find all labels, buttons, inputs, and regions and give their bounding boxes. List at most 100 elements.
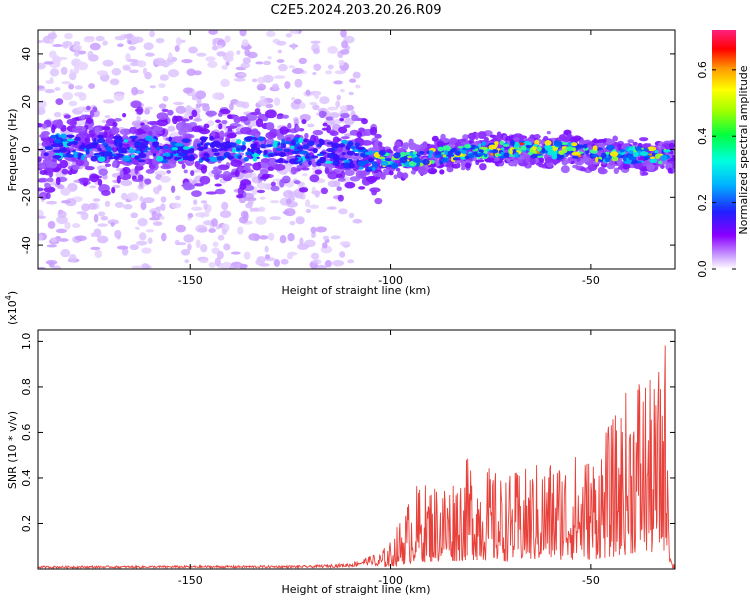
heatmap-cell: [101, 126, 111, 131]
heatmap-cell: [112, 121, 118, 128]
heatmap-cell: [402, 172, 409, 179]
heatmap-cell: [212, 241, 219, 247]
heatmap-cell: [200, 212, 205, 219]
heatmap-cell: [282, 190, 295, 199]
heatmap-cell: [160, 196, 167, 203]
heatmap-cell: [267, 232, 275, 241]
heatmap-cell: [288, 191, 293, 195]
heatmap-cell: [265, 30, 276, 38]
heatmap-cell: [325, 70, 333, 75]
heatmap-cell: [509, 139, 515, 147]
heatmap-cell: [224, 35, 231, 43]
heatmap-cell: [291, 67, 304, 75]
heatmap-cell: [114, 229, 122, 239]
heatmap-cell: [118, 147, 122, 154]
heatmap-cell: [147, 130, 153, 136]
heatmap-cell: [446, 154, 455, 157]
heatmap-cell: [73, 91, 86, 97]
heatmap-cell: [245, 151, 253, 156]
snr-panel: -150 -100 -50 0.2 0.4 0.6 0.8 1.0 Height of str…: [4, 291, 676, 596]
heatmap-cell: [339, 241, 351, 246]
heatmap-cell: [577, 144, 584, 149]
heatmap-cell: [252, 78, 258, 83]
heatmap-cell: [120, 192, 128, 201]
heatmap-cell: [279, 126, 289, 135]
heatmap-cell: [369, 126, 378, 136]
heatmap-cell: [525, 144, 531, 149]
heatmap-cell: [364, 151, 371, 155]
heatmap-cell: [305, 208, 312, 214]
heatmap-cell: [319, 157, 327, 164]
heatmap-cell: [225, 61, 230, 66]
heatmap-cell: [337, 194, 344, 202]
heatmap-cell: [430, 170, 436, 175]
heatmap-cell: [208, 228, 216, 233]
heatmap-cell: [220, 78, 230, 88]
heatmap-cell: [235, 147, 242, 151]
heatmap-cell: [387, 164, 392, 168]
heatmap-cell: [94, 127, 101, 135]
heatmap-cell: [263, 149, 268, 156]
heatmap-cell: [349, 78, 357, 83]
x-tick-label: -50: [582, 574, 600, 587]
heatmap-cell: [340, 136, 350, 140]
heatmap-cell: [203, 211, 210, 218]
heatmap-cell: [46, 177, 54, 183]
heatmap-cell: [525, 155, 531, 164]
heatmap-cell: [195, 239, 201, 249]
heatmap-cell: [411, 170, 416, 175]
heatmap-cell: [190, 170, 195, 176]
heatmap-cell: [184, 183, 196, 191]
heatmap-cell: [50, 134, 57, 139]
heatmap-cell: [120, 147, 128, 154]
heatmap-cell: [113, 117, 122, 122]
heatmap-cell: [291, 42, 296, 50]
heatmap-cell: [43, 186, 56, 193]
heatmap-cell: [68, 253, 77, 263]
heatmap-cell: [66, 142, 72, 147]
heatmap-cell: [273, 97, 281, 106]
heatmap-cell: [54, 138, 61, 144]
heatmap-cell: [227, 155, 234, 160]
heatmap-cell: [241, 39, 249, 47]
heatmap-cell: [278, 63, 288, 72]
heatmap-cell: [174, 45, 180, 52]
heatmap-cell: [230, 251, 241, 255]
heatmap-cell: [205, 56, 216, 62]
heatmap-cell: [532, 144, 539, 147]
heatmap-cell: [308, 160, 312, 166]
heatmap-cell: [72, 151, 80, 158]
heatmap-cell: [352, 71, 361, 79]
heatmap-cell: [581, 158, 590, 163]
heatmap-cell: [643, 156, 649, 161]
heatmap-cell: [560, 165, 570, 174]
x-tick-label: -100: [378, 274, 403, 287]
heatmap-cell: [141, 140, 149, 146]
heatmap-cell: [571, 142, 578, 147]
heatmap-cell: [38, 62, 46, 70]
heatmap-cell: [514, 151, 520, 158]
heatmap-cell: [153, 153, 157, 157]
heatmap-cell: [74, 85, 83, 90]
heatmap-cell: [200, 200, 208, 204]
heatmap-cell: [152, 186, 160, 194]
heatmap-cell: [562, 136, 570, 142]
heatmap-cell: [52, 155, 62, 159]
heatmap-cell: [277, 49, 282, 54]
heatmap-cell: [44, 182, 51, 189]
heatmap-cell: [221, 201, 229, 211]
heatmap-cell: [62, 91, 74, 101]
heatmap-cell: [545, 145, 553, 152]
heatmap-cell: [188, 115, 194, 120]
heatmap-cell: [298, 137, 304, 144]
heatmap-cell: [546, 157, 551, 163]
heatmap-cell: [211, 148, 219, 153]
heatmap-cell: [556, 153, 563, 159]
heatmap-cell: [634, 164, 642, 168]
heatmap-cell: [102, 142, 107, 146]
heatmap-cell: [193, 118, 203, 122]
snr-multiplier-base: (x10: [6, 300, 19, 325]
heatmap-cell: [258, 206, 266, 212]
heatmap-cell: [199, 103, 210, 107]
